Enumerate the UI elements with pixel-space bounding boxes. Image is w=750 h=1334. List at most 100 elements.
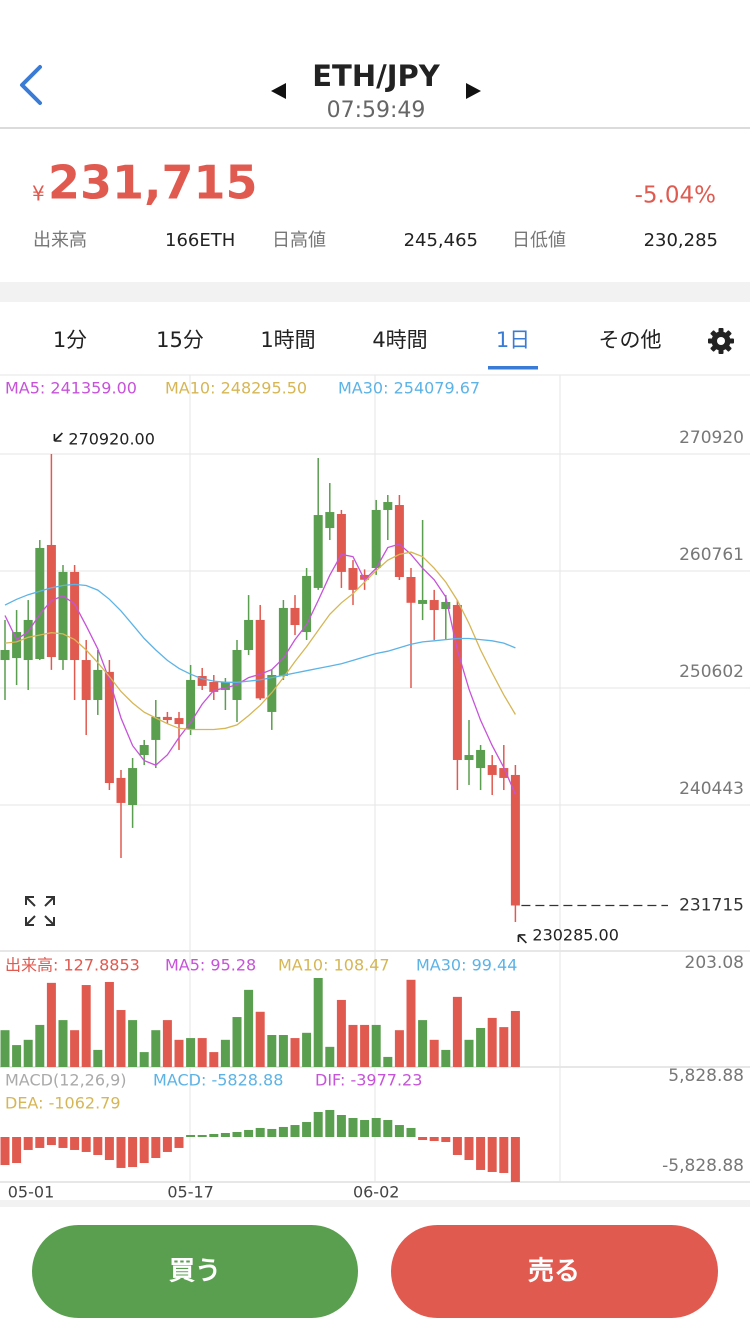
candle-body xyxy=(174,718,184,725)
buy-label: 買う xyxy=(169,1257,221,1287)
volume-bar xyxy=(81,985,91,1067)
volume-bar xyxy=(116,1010,126,1067)
macd-bar xyxy=(81,1137,91,1152)
candle-body xyxy=(151,716,161,740)
macd-bar xyxy=(278,1126,288,1137)
volume-bar xyxy=(267,1035,277,1067)
footer-gap xyxy=(0,1200,750,1207)
tab[interactable]: 15分 xyxy=(156,328,204,352)
macd-bar xyxy=(325,1109,335,1137)
macd-bar xyxy=(46,1137,56,1146)
macd-bar xyxy=(510,1137,520,1182)
volume-bar xyxy=(510,1010,520,1067)
legend-entry: MA30: 254079.67 xyxy=(338,379,480,398)
macd-bar xyxy=(186,1134,196,1137)
fullscreen-icon[interactable] xyxy=(25,896,55,926)
candle-body xyxy=(244,619,254,651)
volume-bar xyxy=(499,1027,509,1067)
candle-body xyxy=(452,604,462,760)
candle-body xyxy=(383,502,393,510)
volume-bar xyxy=(35,1024,45,1067)
x-tick-label: 05-01 xyxy=(8,1183,55,1202)
volume-bar xyxy=(325,1046,335,1067)
macd-bar xyxy=(429,1137,439,1142)
volume-bar xyxy=(406,979,416,1067)
candle-body xyxy=(116,777,126,803)
volume-bar xyxy=(58,1020,68,1067)
macd-bar xyxy=(452,1137,462,1155)
volume-bar xyxy=(383,1056,393,1067)
annotation-arrow xyxy=(517,934,527,944)
volume-bar xyxy=(476,1027,486,1067)
macd-bar xyxy=(58,1137,68,1148)
volume-bar xyxy=(197,1038,207,1067)
macd-bar xyxy=(406,1127,416,1137)
stat-label: 日高値 xyxy=(272,230,326,251)
next-pair[interactable] xyxy=(466,83,481,99)
volume-bar xyxy=(418,1020,428,1067)
macd-bar xyxy=(418,1137,428,1141)
candle-body xyxy=(278,607,288,676)
volume-bar xyxy=(93,1049,103,1067)
prev-pair[interactable] xyxy=(271,83,286,99)
candle-body xyxy=(12,632,22,659)
volume-bar xyxy=(360,1024,370,1067)
macd-bar xyxy=(464,1137,474,1161)
candle-body xyxy=(487,765,497,775)
candle-body xyxy=(197,676,207,686)
candle-body xyxy=(429,600,439,611)
candle-body xyxy=(499,768,509,778)
volume-bar xyxy=(302,1032,312,1067)
volume-bar xyxy=(313,978,323,1067)
macd-legend: DEA: -1062.79 xyxy=(5,1094,121,1113)
volume-bar xyxy=(220,1039,230,1067)
macd-bar xyxy=(220,1132,230,1137)
volume-bar xyxy=(139,1052,149,1067)
tab[interactable]: 4時間 xyxy=(372,328,427,352)
macd-bar xyxy=(255,1127,265,1137)
legend-entry: MA10: 248295.50 xyxy=(165,379,307,398)
macd-bar xyxy=(162,1137,172,1152)
tab[interactable]: 1日 xyxy=(496,328,530,352)
macd-legend: MACD: -5828.88 xyxy=(153,1071,283,1090)
volume-bar xyxy=(487,1017,497,1067)
volume-bar xyxy=(70,1030,80,1067)
candle-body xyxy=(464,755,474,760)
macd-bar xyxy=(302,1122,312,1137)
candle-body xyxy=(255,619,265,699)
stat-label: 出来高 xyxy=(33,230,87,251)
volume-bar xyxy=(174,1039,184,1067)
macd-bar xyxy=(0,1137,10,1166)
settings-icon[interactable] xyxy=(708,328,734,354)
stat-label: 日低値 xyxy=(512,230,566,251)
volume-bar xyxy=(186,1038,196,1067)
volume-bar xyxy=(232,1017,242,1067)
candle-body xyxy=(325,512,335,529)
macd-bar xyxy=(487,1137,497,1172)
candle-body xyxy=(220,682,230,690)
macd-bar xyxy=(70,1137,80,1150)
tab[interactable]: 1時間 xyxy=(260,328,315,352)
tab[interactable]: その他 xyxy=(599,328,662,352)
candle-body xyxy=(162,716,172,721)
back-button[interactable] xyxy=(20,65,42,105)
candle-body xyxy=(290,607,300,626)
pair-title: ETH/JPY xyxy=(312,59,440,93)
macd-bar xyxy=(151,1137,161,1158)
tab[interactable]: 1分 xyxy=(53,328,87,352)
y-tick-label: 240443 xyxy=(679,779,744,799)
buy-button[interactable] xyxy=(32,1225,358,1318)
macd-bar xyxy=(139,1137,149,1164)
macd-bar xyxy=(267,1128,277,1137)
macd-bar xyxy=(116,1137,126,1168)
volume-legend: MA30: 99.44 xyxy=(416,956,517,975)
candle-body xyxy=(360,574,370,580)
candle-body xyxy=(232,650,242,700)
sell-button[interactable] xyxy=(391,1225,718,1318)
candle-body xyxy=(418,600,428,604)
candle-body xyxy=(70,571,80,661)
volume-bar xyxy=(23,1039,33,1067)
candle-body xyxy=(186,679,196,730)
candle-body xyxy=(35,547,45,659)
